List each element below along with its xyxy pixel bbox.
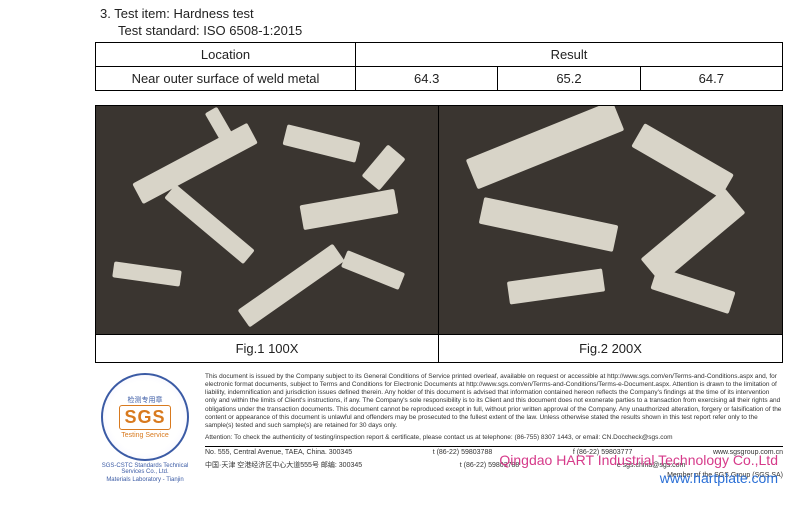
seal-block: 检测专用章 SGS Testing Service SGS-CSTC Stand… bbox=[95, 373, 195, 483]
results-table: Location Result Near outer surface of we… bbox=[95, 42, 783, 91]
micrograph-200x bbox=[439, 106, 782, 334]
figure-2: Fig.2 200X bbox=[439, 105, 783, 363]
figure-2-caption: Fig.2 200X bbox=[439, 334, 782, 362]
test-standard-line: Test standard: ISO 6508-1:2015 bbox=[118, 23, 780, 38]
micrograph-100x bbox=[96, 106, 438, 334]
watermark-company: Qingdao HART Industrial Technology Co.,L… bbox=[499, 451, 778, 469]
figure-1-caption: Fig.1 100X bbox=[96, 334, 438, 362]
sgs-seal: 检测专用章 SGS Testing Service bbox=[101, 373, 189, 461]
disclaimer-attention: Attention: To check the authenticity of … bbox=[205, 434, 783, 442]
cell-value-1: 64.3 bbox=[356, 67, 498, 91]
test-report-page: 3. Test item: Hardness test Test standar… bbox=[0, 0, 800, 531]
cell-location: Near outer surface of weld metal bbox=[96, 67, 356, 91]
addr-cn: 中国·天津 空港经济区中心大道555号 邮编: 300345 bbox=[205, 462, 362, 471]
test-item-line: 3. Test item: Hardness test bbox=[100, 6, 780, 21]
seal-service: Testing Service bbox=[121, 432, 168, 439]
figures-row: Fig.1 100X Fig.2 200X bbox=[95, 105, 783, 363]
watermark: Qingdao HART Industrial Technology Co.,L… bbox=[499, 451, 778, 487]
seal-ring-text: 检测专用章 bbox=[128, 395, 163, 405]
table-header-row: Location Result bbox=[96, 43, 783, 67]
disclaimer-body: This document is issued by the Company s… bbox=[205, 373, 783, 430]
addr-en: No. 555, Central Avenue, TAEA, China. 30… bbox=[205, 449, 352, 458]
figure-1: Fig.1 100X bbox=[95, 105, 439, 363]
cell-value-3: 64.7 bbox=[640, 67, 782, 91]
seal-sub-2: Materials Laboratory - Tianjin bbox=[95, 477, 195, 483]
sgs-logo: SGS bbox=[119, 405, 170, 430]
tel: t (86-22) 59803788 bbox=[433, 449, 493, 458]
seal-sub-1: SGS-CSTC Standards Technical Services Co… bbox=[95, 463, 195, 475]
col-location: Location bbox=[96, 43, 356, 67]
cell-value-2: 65.2 bbox=[498, 67, 640, 91]
col-result: Result bbox=[356, 43, 783, 67]
watermark-url: www.hartplate.com bbox=[499, 469, 778, 487]
table-row: Near outer surface of weld metal 64.3 65… bbox=[96, 67, 783, 91]
